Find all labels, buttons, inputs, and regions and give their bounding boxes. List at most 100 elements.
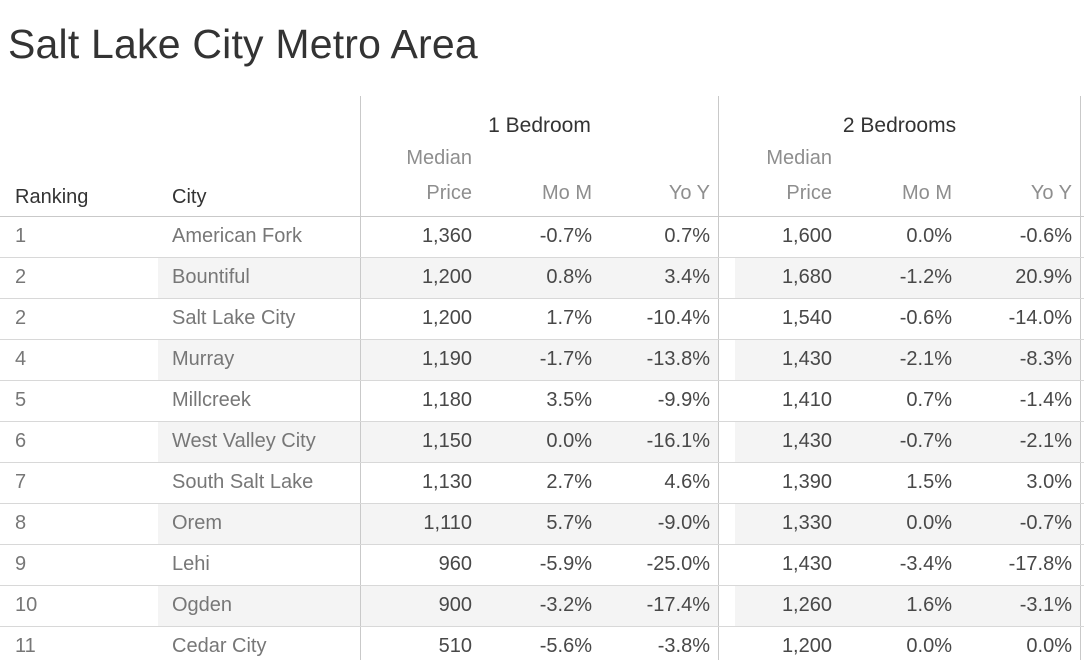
br1-mom-cell: 0.0% [480,422,600,462]
ranking-cell: 6 [0,422,158,462]
column-header-br2-median-price: Median Price [718,140,840,216]
table-right-edge [1080,96,1084,140]
table-row: 1 American Fork 1,360 -0.7% 0.7% 1,600 0… [0,217,1084,258]
column-header-row: Ranking City Median Price Mo M Yo Y Medi… [0,140,1084,217]
br2-median-cell: 1,390 [781,471,832,493]
br1-median-cell: 1,200 [360,258,480,298]
br2-yoy-cell: 0.0% [1026,635,1072,657]
ranking-cell: 10 [0,586,158,626]
pane-divider [718,545,735,585]
column-header-br2-yoy: Yo Y [1030,182,1072,204]
column-header-br2-mom: Mo M [902,182,952,204]
br2-yoy-cell: -0.7% [960,504,1080,544]
br2-mom-cell: -2.1% [840,340,960,380]
br1-mom-cell: -0.7% [539,225,592,247]
br2-yoy-cell: -1.4% [1019,389,1072,411]
table-row: 7 South Salt Lake 1,130 2.7% 4.6% 1,390 … [0,463,1084,504]
city-cell: Millcreek [172,389,251,411]
br2-median-cell: 1,680 [735,258,840,298]
br2-yoy-cell: 3.0% [1026,471,1072,493]
br1-yoy-cell: -3.8% [657,635,710,657]
table-row: 4 Murray 1,190 -1.7% -13.8% 1,430 -2.1% … [0,340,1084,381]
ranking-cell: 8 [0,504,158,544]
column-header-br1-yoy: Yo Y [668,182,710,204]
br2-median-cell: 1,260 [735,586,840,626]
br1-median-cell: 1,130 [360,463,480,503]
table-right-edge [1080,586,1084,626]
br1-median-cell: 1,150 [360,422,480,462]
pane-divider [718,627,735,660]
table-right-edge [1080,299,1084,339]
br2-mom-cell: -0.7% [840,422,960,462]
br2-yoy-cell: -0.6% [1019,225,1072,247]
rent-table: 1 Bedroom 2 Bedrooms Ranking City Median… [0,96,1084,660]
br1-median-cell: 1,360 [360,217,480,257]
city-cell: Cedar City [172,635,267,657]
br2-mom-cell: 1.6% [840,586,960,626]
br2-median-cell: 1,430 [735,340,840,380]
ranking-cell: 2 [0,258,158,298]
br1-yoy-cell: 4.6% [664,471,710,493]
br2-yoy-cell: 20.9% [960,258,1080,298]
city-cell: Ogden [158,586,360,626]
br1-yoy-cell: 3.4% [600,258,718,298]
table-row: 2 Salt Lake City 1,200 1.7% -10.4% 1,540… [0,299,1084,340]
br1-mom-cell: 5.7% [480,504,600,544]
br2-mom-cell: 1.5% [906,471,952,493]
city-cell: Bountiful [158,258,360,298]
br1-mom-cell: 1.7% [546,307,592,329]
br2-mom-cell: -3.4% [899,553,952,575]
median-label-line1: Median [406,147,472,169]
br2-mom-cell: 0.0% [906,225,952,247]
pane-divider [718,340,735,380]
ranking-cell: 4 [0,340,158,380]
br1-yoy-cell: -16.1% [600,422,718,462]
city-cell: South Salt Lake [172,471,314,493]
page-title: Salt Lake City Metro Area [8,21,478,67]
group-header-row: 1 Bedroom 2 Bedrooms [0,96,1084,140]
br2-yoy-cell: -8.3% [960,340,1080,380]
br2-mom-cell: -1.2% [840,258,960,298]
ranking-cell: 1 [0,217,158,257]
pane-divider [718,381,735,421]
br2-mom-cell: 0.0% [906,635,952,657]
table-row: 10 Ogden 900 -3.2% -17.4% 1,260 1.6% -3.… [0,586,1084,627]
br1-median-cell: 510 [360,627,480,660]
table-right-edge [1080,422,1084,462]
city-cell: American Fork [172,225,303,247]
table-right-edge [1080,258,1084,298]
br2-median-cell: 1,540 [781,307,832,329]
table-row: 6 West Valley City 1,150 0.0% -16.1% 1,4… [0,422,1084,463]
pane-divider [718,463,735,503]
br1-yoy-cell: -10.4% [646,307,710,329]
br2-mom-cell: 0.7% [906,389,952,411]
br2-median-cell: 1,430 [781,553,832,575]
pane-divider [718,504,735,544]
city-cell: West Valley City [158,422,360,462]
median-label-line2: Price [426,182,472,204]
br1-yoy-cell: -9.9% [657,389,710,411]
table-right-edge [1080,217,1084,257]
table-right-edge [1080,627,1084,660]
br1-mom-cell: -1.7% [480,340,600,380]
city-cell: Murray [158,340,360,380]
br2-median-cell: 1,600 [781,225,832,247]
ranking-cell: 7 [0,463,158,503]
table-right-edge [1080,504,1084,544]
table-right-edge [1080,140,1084,216]
br2-median-cell: 1,410 [781,389,832,411]
br2-median-cell: 1,430 [735,422,840,462]
br2-yoy-cell: -14.0% [1008,307,1072,329]
group-header-1-bedroom: 1 Bedroom [360,96,718,140]
br2-mom-cell: 0.0% [840,504,960,544]
ranking-cell: 2 [0,299,158,339]
br2-yoy-cell: -2.1% [960,422,1080,462]
median-label-line2: Price [786,182,832,204]
ranking-cell: 5 [0,381,158,421]
table-row: 2 Bountiful 1,200 0.8% 3.4% 1,680 -1.2% … [0,258,1084,299]
br1-median-cell: 1,200 [360,299,480,339]
group-header-spacer [0,96,360,140]
table-row: 11 Cedar City 510 -5.6% -3.8% 1,200 0.0%… [0,627,1084,660]
br2-mom-cell: -0.6% [899,307,952,329]
column-header-ranking: Ranking [15,186,89,208]
